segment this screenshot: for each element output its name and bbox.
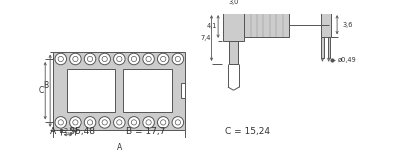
Bar bbox=[181, 83, 185, 98]
Text: 2,54: 2,54 bbox=[64, 128, 79, 134]
Circle shape bbox=[99, 53, 110, 65]
Circle shape bbox=[73, 56, 78, 62]
Circle shape bbox=[88, 56, 93, 62]
Text: 7,4: 7,4 bbox=[200, 35, 211, 41]
Circle shape bbox=[84, 53, 96, 65]
Circle shape bbox=[102, 56, 107, 62]
Bar bbox=[67, 69, 115, 112]
Text: A = 35,48: A = 35,48 bbox=[50, 127, 95, 136]
Bar bbox=[229, 41, 238, 64]
Text: C: C bbox=[38, 86, 44, 95]
Bar bbox=[124, 69, 172, 112]
Circle shape bbox=[128, 117, 140, 128]
Text: C = 15,24: C = 15,24 bbox=[225, 127, 270, 136]
Circle shape bbox=[175, 120, 180, 125]
Circle shape bbox=[70, 53, 81, 65]
Text: A: A bbox=[117, 143, 122, 151]
Circle shape bbox=[128, 53, 140, 65]
Circle shape bbox=[158, 117, 169, 128]
Circle shape bbox=[114, 117, 125, 128]
Circle shape bbox=[175, 56, 180, 62]
Circle shape bbox=[58, 56, 63, 62]
Circle shape bbox=[114, 53, 125, 65]
Circle shape bbox=[143, 53, 154, 65]
Circle shape bbox=[99, 117, 110, 128]
Circle shape bbox=[84, 117, 96, 128]
Circle shape bbox=[102, 120, 107, 125]
Text: B = 17,7: B = 17,7 bbox=[126, 127, 165, 136]
Circle shape bbox=[55, 117, 66, 128]
Circle shape bbox=[131, 56, 136, 62]
Text: B: B bbox=[44, 81, 48, 90]
Bar bbox=[54, 52, 185, 130]
Circle shape bbox=[55, 53, 66, 65]
Bar bbox=[244, 12, 289, 37]
Circle shape bbox=[160, 120, 166, 125]
Circle shape bbox=[172, 53, 184, 65]
Text: ø0,49: ø0,49 bbox=[338, 57, 356, 63]
Circle shape bbox=[117, 120, 122, 125]
Bar bbox=[322, 37, 324, 58]
Circle shape bbox=[146, 120, 151, 125]
Circle shape bbox=[158, 53, 169, 65]
Circle shape bbox=[160, 56, 166, 62]
Bar bbox=[229, 41, 238, 64]
Bar bbox=[321, 12, 330, 37]
Circle shape bbox=[131, 120, 136, 125]
Circle shape bbox=[143, 117, 154, 128]
Text: 4,1: 4,1 bbox=[207, 24, 218, 29]
Circle shape bbox=[172, 117, 184, 128]
Bar bbox=[328, 37, 330, 58]
Bar bbox=[223, 12, 244, 41]
Circle shape bbox=[70, 117, 81, 128]
Circle shape bbox=[73, 120, 78, 125]
Circle shape bbox=[146, 56, 151, 62]
Text: 3,6: 3,6 bbox=[343, 22, 353, 28]
Text: 3,0: 3,0 bbox=[228, 0, 239, 5]
Circle shape bbox=[117, 56, 122, 62]
Circle shape bbox=[88, 120, 93, 125]
Circle shape bbox=[58, 120, 63, 125]
